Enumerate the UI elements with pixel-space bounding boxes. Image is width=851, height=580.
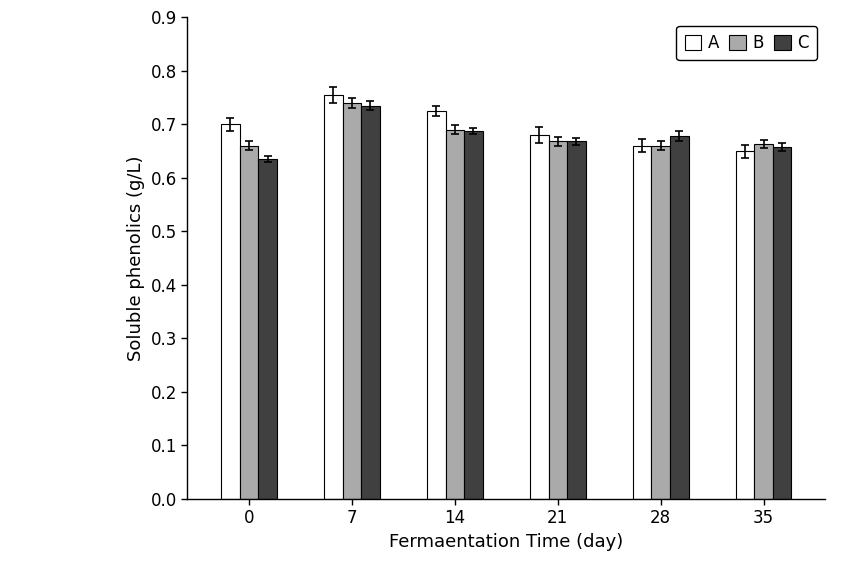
Bar bbox=[670, 136, 688, 499]
Bar bbox=[549, 142, 567, 499]
Bar bbox=[258, 159, 277, 499]
Bar bbox=[567, 142, 585, 499]
Bar bbox=[530, 135, 549, 499]
Bar bbox=[736, 151, 755, 499]
X-axis label: Fermaentation Time (day): Fermaentation Time (day) bbox=[389, 533, 624, 551]
Bar bbox=[633, 146, 652, 499]
Bar bbox=[464, 131, 483, 499]
Bar bbox=[446, 130, 464, 499]
Bar bbox=[240, 146, 258, 499]
Bar bbox=[755, 144, 773, 499]
Bar bbox=[343, 103, 361, 499]
Bar bbox=[652, 146, 670, 499]
Bar bbox=[221, 124, 240, 499]
Bar bbox=[324, 95, 343, 499]
Y-axis label: Soluble phenolics (g/L): Soluble phenolics (g/L) bbox=[127, 155, 145, 361]
Bar bbox=[773, 147, 791, 499]
Legend: A, B, C: A, B, C bbox=[677, 26, 817, 60]
Bar bbox=[361, 106, 380, 499]
Bar bbox=[427, 111, 446, 499]
